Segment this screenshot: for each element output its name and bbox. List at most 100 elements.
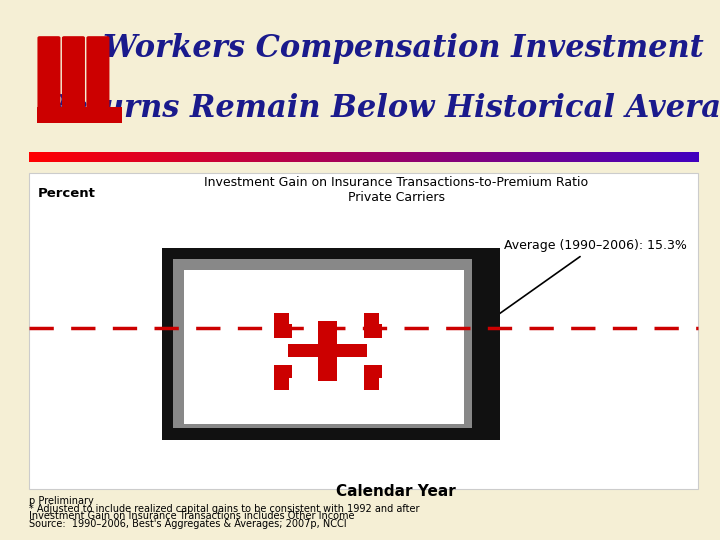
Bar: [674, 152, 677, 162]
Bar: [580, 152, 583, 162]
Bar: [161, 152, 163, 162]
Bar: [203, 152, 206, 162]
Bar: [276, 152, 279, 162]
Bar: [649, 152, 652, 162]
Bar: [272, 152, 275, 162]
Bar: [134, 152, 137, 162]
Bar: [422, 152, 425, 162]
Bar: [690, 152, 693, 162]
Bar: [185, 152, 188, 162]
Bar: [475, 152, 478, 162]
Bar: [491, 152, 494, 162]
Bar: [167, 152, 170, 162]
Bar: [652, 152, 654, 162]
Bar: [53, 152, 56, 162]
Bar: [364, 364, 382, 378]
Bar: [199, 152, 202, 162]
Bar: [526, 152, 529, 162]
Bar: [196, 152, 199, 162]
Bar: [87, 152, 90, 162]
Bar: [634, 152, 636, 162]
Bar: [328, 152, 330, 162]
Bar: [219, 152, 222, 162]
Bar: [323, 152, 326, 162]
Bar: [173, 259, 482, 432]
Bar: [560, 152, 563, 162]
Bar: [531, 152, 534, 162]
Bar: [315, 152, 318, 162]
Bar: [618, 152, 621, 162]
Bar: [236, 152, 239, 162]
Bar: [184, 270, 464, 424]
Bar: [183, 152, 186, 162]
Bar: [232, 152, 235, 162]
Bar: [556, 152, 559, 162]
Bar: [662, 152, 665, 162]
Bar: [51, 152, 54, 162]
Bar: [469, 152, 472, 162]
Bar: [122, 152, 125, 162]
Text: Workers Compensation Investment: Workers Compensation Investment: [103, 33, 703, 64]
Bar: [165, 152, 168, 162]
Bar: [147, 152, 150, 162]
Bar: [536, 152, 539, 162]
Bar: [415, 152, 418, 162]
Bar: [330, 152, 333, 162]
Bar: [442, 152, 445, 162]
Bar: [595, 152, 599, 162]
Bar: [163, 152, 166, 162]
Bar: [413, 152, 415, 162]
Bar: [431, 152, 433, 162]
Bar: [484, 152, 487, 162]
Bar: [248, 152, 251, 162]
Bar: [384, 152, 387, 162]
Bar: [85, 152, 88, 162]
Bar: [292, 152, 295, 162]
Bar: [216, 152, 219, 162]
Bar: [333, 152, 336, 162]
Bar: [370, 152, 373, 162]
Bar: [638, 152, 641, 162]
Bar: [214, 152, 217, 162]
Bar: [40, 152, 43, 162]
Bar: [102, 152, 105, 162]
Bar: [91, 152, 94, 162]
Bar: [495, 152, 498, 162]
Bar: [625, 152, 628, 162]
Bar: [230, 152, 233, 162]
Text: p Preliminary: p Preliminary: [29, 496, 94, 506]
Bar: [194, 152, 197, 162]
Bar: [201, 152, 204, 162]
Bar: [621, 152, 624, 162]
Bar: [444, 152, 447, 162]
Bar: [591, 152, 594, 162]
Bar: [357, 152, 360, 162]
Bar: [692, 152, 695, 162]
Bar: [457, 152, 460, 162]
Bar: [424, 152, 427, 162]
Bar: [629, 152, 632, 162]
Bar: [379, 152, 382, 162]
Bar: [643, 152, 646, 162]
Text: Source:  1990–2006, Best's Aggregates & Averages; 2007p, NCCI: Source: 1990–2006, Best's Aggregates & A…: [29, 519, 346, 529]
Bar: [417, 152, 420, 162]
Bar: [558, 152, 561, 162]
Bar: [49, 152, 52, 162]
Bar: [410, 152, 413, 162]
Bar: [258, 152, 261, 162]
Bar: [683, 152, 685, 162]
Bar: [551, 152, 554, 162]
Bar: [187, 152, 190, 162]
Bar: [672, 152, 675, 162]
Bar: [498, 152, 500, 162]
Bar: [489, 152, 492, 162]
Bar: [317, 152, 320, 162]
Bar: [256, 152, 259, 162]
Bar: [569, 152, 572, 162]
Bar: [364, 313, 379, 325]
Bar: [658, 152, 661, 162]
Bar: [372, 152, 376, 162]
Bar: [225, 152, 228, 162]
Bar: [374, 152, 378, 162]
Bar: [297, 152, 300, 162]
